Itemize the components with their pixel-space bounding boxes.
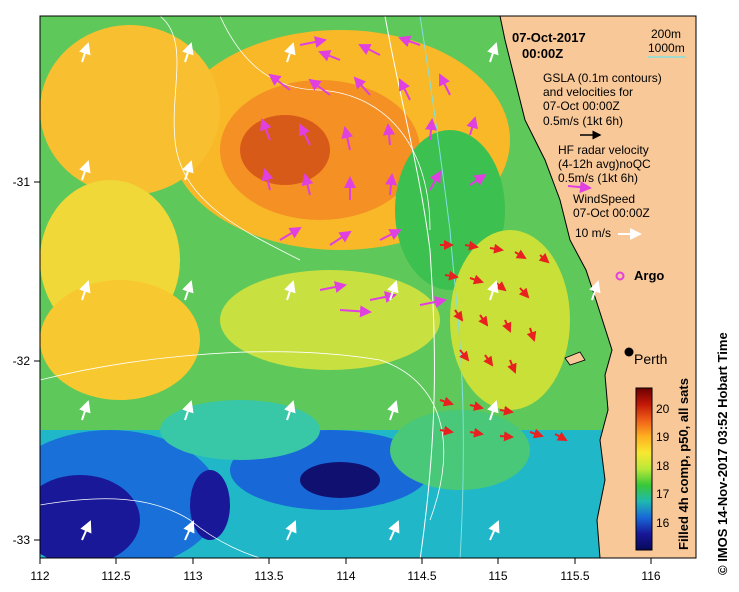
argo-label: Argo xyxy=(634,268,664,283)
wind-vectors xyxy=(79,42,601,541)
colorbar-tick: 20 xyxy=(656,402,670,416)
wind-legend-line: 07-Oct 00:00Z xyxy=(573,206,650,220)
wind-legend-line: WindSpeed xyxy=(573,192,635,206)
colorbar-tick: 19 xyxy=(656,430,670,444)
x-tick-label: 113.5 xyxy=(254,569,283,583)
y-tick-label: -31 xyxy=(13,175,31,189)
x-tick-label: 114 xyxy=(336,569,355,583)
hf-legend-line: (4-12h avg)noQC xyxy=(558,157,651,171)
contour-legend-200m: 200m xyxy=(651,27,681,41)
colorbar-tick: 16 xyxy=(656,516,670,530)
colorbar-tick: 18 xyxy=(656,459,670,473)
plot-frame xyxy=(39,15,697,559)
hf-scale-arrow xyxy=(567,181,592,194)
contour-legend-1000m: 1000m xyxy=(648,41,685,55)
colorbar-tick: 17 xyxy=(656,487,670,501)
map-time: 00:00Z xyxy=(522,46,563,61)
axis-ticks xyxy=(34,181,652,564)
city-label: Perth xyxy=(634,351,667,367)
wind-legend-label: 10 m/s xyxy=(575,226,611,240)
x-tick-label: 115 xyxy=(488,569,507,583)
hf-legend-line: 0.5m/s (1kt 6h) xyxy=(558,171,638,185)
x-tick-labels: 112 112.5 113 113.5 114 114.5 115 115.5 … xyxy=(30,569,660,583)
argo-float-marker xyxy=(615,271,625,281)
y-tick-labels: -31 -32 -33 xyxy=(13,175,31,547)
x-tick-label: 112.5 xyxy=(101,569,130,583)
x-tick-label: 113 xyxy=(183,569,202,583)
gsla-legend-line: 07-Oct 00:00Z xyxy=(543,99,620,113)
gsla-legend-line: GSLA (0.1m contours) xyxy=(543,71,662,85)
colorbar xyxy=(635,387,653,551)
hf-radar-vectors xyxy=(260,35,487,318)
gsla-legend-line: 0.5m/s (1kt 6h) xyxy=(543,114,623,128)
y-tick-label: -32 xyxy=(13,354,31,368)
hf-legend-line: HF radar velocity xyxy=(558,143,649,157)
imos-credit: © IMOS 14-Nov-2017 03:52 Hobart Time xyxy=(715,332,730,575)
gsla-vectors xyxy=(439,240,568,442)
y-tick-label: -33 xyxy=(13,533,31,547)
map-date: 07-Oct-2017 xyxy=(512,30,586,45)
rottnest-island xyxy=(564,351,586,366)
x-tick-label: 112 xyxy=(30,569,49,583)
contour-1000m xyxy=(384,16,435,558)
x-tick-label: 116 xyxy=(641,569,660,583)
gsla-legend-line: and velocities for xyxy=(543,85,633,99)
colorbar-ticks: 20 19 18 17 16 xyxy=(656,402,670,530)
x-tick-label: 114.5 xyxy=(407,569,436,583)
x-tick-label: 115.5 xyxy=(560,569,589,583)
colorbar-title: Filled 4h comp, p50, all sats xyxy=(676,378,691,550)
perth-city-dot xyxy=(624,347,634,357)
sst-field xyxy=(40,16,696,558)
